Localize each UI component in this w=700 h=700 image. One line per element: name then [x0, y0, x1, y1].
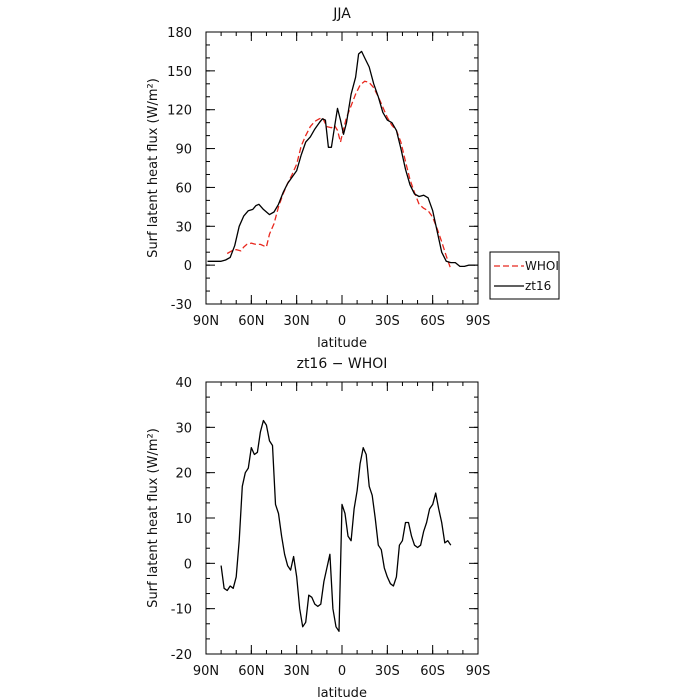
x-tick-label: 30S	[375, 314, 400, 329]
x-tick-label: 30N	[284, 664, 310, 679]
y-tick-label: 0	[184, 259, 192, 274]
y-axis-label: Surf latent heat flux (W/m²)	[146, 428, 161, 608]
x-tick-label: 90N	[193, 664, 219, 679]
y-tick-label: 180	[167, 26, 192, 41]
chart-title: JJA	[332, 6, 351, 22]
legend-label: WHOI	[525, 259, 559, 273]
series-line-difference	[220, 419, 452, 632]
y-tick-label: 30	[175, 220, 192, 235]
y-tick-label: 40	[175, 376, 192, 391]
x-tick-label: 60S	[420, 664, 445, 679]
x-tick-label: 90N	[193, 314, 219, 329]
x-tick-label: 0	[338, 664, 346, 679]
y-tick-label: -20	[171, 648, 192, 663]
x-tick-label: 30S	[375, 664, 400, 679]
y-tick-label: -30	[171, 298, 192, 313]
y-tick-label: 120	[167, 104, 192, 119]
x-tick-label: 90S	[466, 314, 491, 329]
x-tick-label: 60N	[238, 664, 264, 679]
y-tick-label: 150	[167, 65, 192, 80]
x-axis-label: latitude	[317, 686, 367, 700]
chart-title: zt16 − WHOI	[297, 356, 388, 372]
series-line-whoi	[226, 80, 452, 270]
x-tick-label: 90S	[466, 664, 491, 679]
x-tick-label: 30N	[284, 314, 310, 329]
x-axis-label: latitude	[317, 336, 367, 351]
y-tick-label: 60	[175, 181, 192, 196]
bottom-panel-difference: 90N 60N 30N 0 30S 60S 90S -20 -10 0 10 20 30 40 zt16 −…	[146, 356, 490, 700]
series-line-zt16	[207, 50, 475, 268]
legend-label: zt16	[525, 279, 551, 293]
top-panel-jja: 90N 60N 30N 0 30S 60S 90S -30 0 30 60 90 120 150 180 JJ…	[146, 6, 490, 351]
y-tick-label: -10	[171, 603, 192, 618]
y-axis-label: Surf latent heat flux (W/m²)	[146, 78, 161, 258]
y-tick-label: 0	[184, 557, 192, 572]
x-tick-label: 60S	[420, 314, 445, 329]
y-tick-label: 30	[175, 421, 192, 436]
y-tick-label: 90	[175, 143, 192, 158]
x-tick-label: 60N	[238, 314, 264, 329]
legend-box	[489, 251, 560, 300]
y-tick-label: 20	[175, 467, 192, 482]
x-tick-label: 0	[338, 314, 346, 329]
plot-frame	[205, 31, 479, 305]
y-tick-label: 10	[175, 512, 192, 527]
legend: WHOI zt16	[489, 251, 560, 300]
